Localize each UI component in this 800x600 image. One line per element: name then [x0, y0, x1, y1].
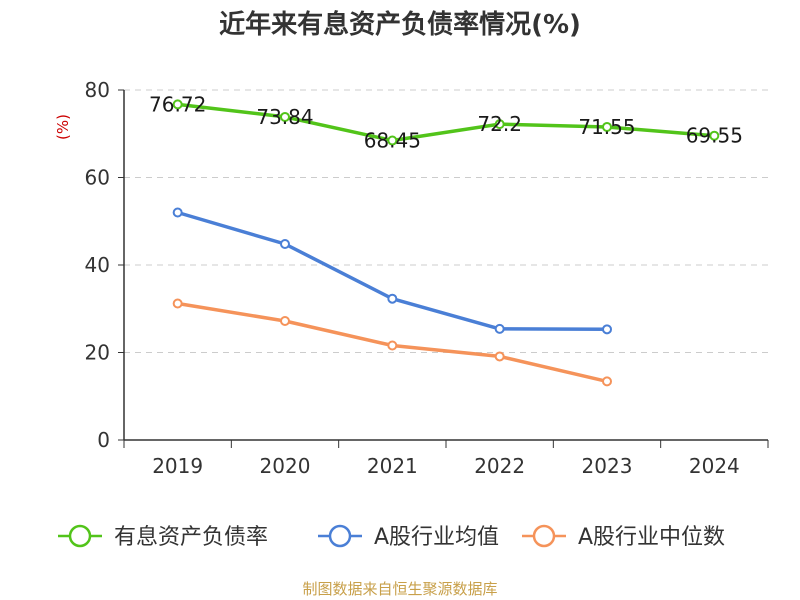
legend-item: 有息资产负债率 — [58, 524, 268, 550]
legend-item: A股行业中位数 — [522, 524, 725, 550]
data-point — [172, 99, 183, 110]
y-tick-label: 40 — [85, 253, 110, 277]
data-point — [709, 130, 720, 141]
y-tick-label: 60 — [85, 166, 110, 190]
data-point — [387, 135, 398, 146]
y-axis-label: (%) — [54, 114, 72, 140]
data-point — [172, 298, 183, 309]
x-tick-label: 2022 — [474, 454, 525, 478]
data-point — [494, 351, 505, 362]
data-point — [494, 119, 505, 130]
data-point — [602, 121, 612, 132]
x-tick-label: 2021 — [367, 454, 418, 478]
legend-label: A股行业中位数 — [578, 525, 725, 550]
data-point — [280, 111, 290, 122]
series-3 — [172, 298, 612, 387]
y-tick-label: 0 — [97, 428, 110, 452]
data-point — [172, 207, 183, 218]
data-label: 73.84 — [256, 105, 313, 129]
axes: 0 20 40 60 80 2019 2020 2021 2022 2023 2024 — [85, 78, 769, 478]
x-tick-label: 2019 — [152, 454, 203, 478]
y-tick-label: 20 — [85, 341, 110, 365]
data-label: 69.55 — [686, 124, 743, 148]
series-1 — [172, 99, 720, 146]
source-note: 制图数据来自恒生聚源数据库 — [302, 580, 497, 598]
series-line — [177, 210, 608, 332]
data-point — [280, 316, 290, 326]
x-tick-label: 2024 — [689, 454, 740, 478]
legend: 有息资产负债率 A股行业均值 A股行业中位数 — [58, 524, 725, 550]
data-label: 76.72 — [149, 92, 206, 116]
data-label: 71.55 — [578, 115, 635, 139]
y-tick-label: 80 — [85, 78, 110, 102]
series-layer — [172, 99, 720, 387]
x-tick-label: 2020 — [260, 454, 311, 478]
legend-marker — [328, 524, 352, 548]
data-label: 72.2 — [477, 112, 522, 136]
legend-marker — [532, 524, 556, 548]
series-2 — [172, 207, 612, 335]
legend-label: A股行业均值 — [374, 525, 499, 550]
series-line — [177, 102, 715, 143]
x-tick-label: 2023 — [582, 454, 633, 478]
data-point — [387, 340, 398, 351]
data-labels: 76.72 73.84 68.45 72.2 71.55 69.55 — [149, 92, 743, 152]
legend-label: 有息资产负债率 — [114, 525, 268, 550]
legend-marker — [68, 524, 92, 548]
data-point — [494, 323, 505, 334]
chart-title: 近年来有息资产负债率情况(%) — [219, 9, 581, 40]
data-point — [602, 324, 612, 335]
data-point — [280, 239, 290, 249]
data-point — [387, 293, 398, 304]
data-label: 68.45 — [364, 129, 421, 153]
data-point — [602, 376, 612, 387]
legend-item: A股行业均值 — [318, 524, 499, 550]
